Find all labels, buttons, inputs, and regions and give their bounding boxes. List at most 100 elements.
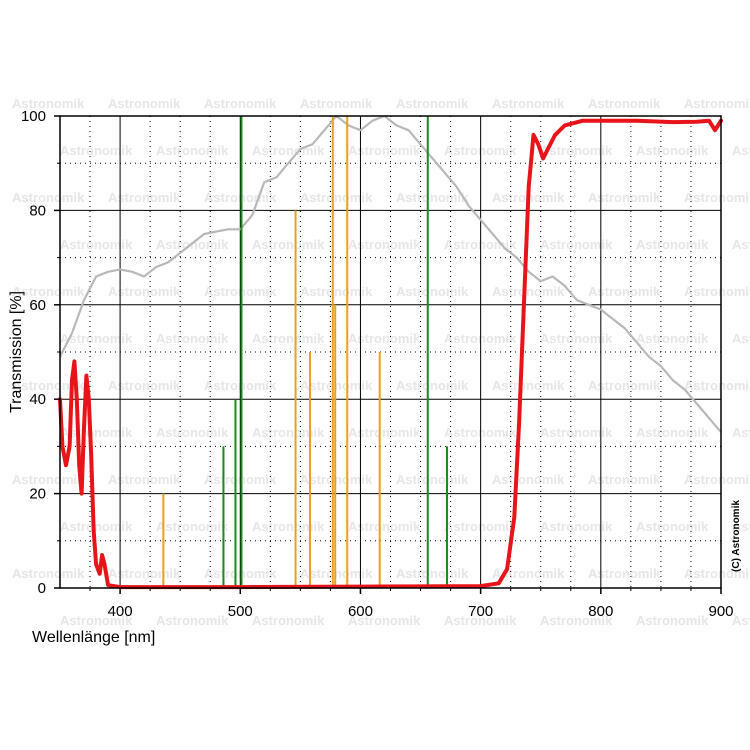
watermark-text-81: Astronomik — [108, 566, 181, 581]
watermark-text-64: Astronomik — [12, 472, 85, 487]
watermark-text-92: Astronomik — [444, 613, 517, 628]
x-tick-label-400: 400 — [108, 603, 133, 620]
watermark-text-31: Astronomik — [732, 237, 750, 252]
watermark-text-13: Astronomik — [540, 143, 613, 158]
watermark-text-59: Astronomik — [348, 425, 421, 440]
watermark-text-16: Astronomik — [12, 190, 85, 205]
watermark-text-61: Astronomik — [540, 425, 613, 440]
watermark-text-39: Astronomik — [684, 284, 750, 299]
watermark-text-83: Astronomik — [300, 566, 373, 581]
watermark-text-63: Astronomik — [732, 425, 750, 440]
watermark-text-58: Astronomik — [252, 425, 325, 440]
watermark-text-90: Astronomik — [252, 613, 325, 628]
filter-transmission-line — [58, 118, 723, 590]
watermark-text-93: Astronomik — [540, 613, 613, 628]
watermark-text-47: Astronomik — [732, 331, 750, 346]
watermark-text-10: Astronomik — [252, 143, 325, 158]
watermark-text-49: Astronomik — [108, 378, 181, 393]
watermark-text-73: Astronomik — [156, 519, 229, 534]
y-tick-label-40: 40 — [29, 391, 46, 408]
watermark-text-95: Astronomik — [732, 613, 750, 628]
x-tick-label-900: 900 — [708, 603, 733, 620]
watermark-text-57: Astronomik — [156, 425, 229, 440]
watermark-text-42: Astronomik — [252, 331, 325, 346]
watermark-text-70: Astronomik — [588, 472, 661, 487]
watermark-text-54: Astronomik — [588, 378, 661, 393]
copyright-label: (C) Astronomik — [731, 500, 742, 572]
watermark-text-30: Astronomik — [636, 237, 709, 252]
watermark-text-32: Astronomik — [12, 284, 85, 299]
major-grid — [60, 116, 721, 588]
watermark-text-26: Astronomik — [252, 237, 325, 252]
watermark-text-80: Astronomik — [12, 566, 85, 581]
watermark-text-77: Astronomik — [540, 519, 613, 534]
watermark-text-0: Astronomik — [12, 96, 85, 111]
watermark-text-89: Astronomik — [156, 613, 229, 628]
sensor-response-series — [59, 114, 722, 433]
watermark-text-69: Astronomik — [492, 472, 565, 487]
watermark-text-75: Astronomik — [348, 519, 421, 534]
watermark-layer: Astronomik Astronomik Astronomik Astronomik… — [12, 96, 750, 628]
watermark-text-9: Astronomik — [156, 143, 229, 158]
watermark-text-15: Astronomik — [732, 143, 750, 158]
watermark-text-20: Astronomik — [396, 190, 469, 205]
x-tick-label-700: 700 — [468, 603, 493, 620]
watermark-text-62: Astronomik — [636, 425, 709, 440]
watermark-text-19: Astronomik — [300, 190, 373, 205]
watermark-text-37: Astronomik — [492, 284, 565, 299]
y-tick-label-100: 100 — [21, 108, 46, 125]
watermark-text-1: Astronomik — [108, 96, 181, 111]
sensor-response-line — [59, 114, 722, 433]
watermark-text-72: Astronomik — [60, 519, 133, 534]
watermark-text-91: Astronomik — [348, 613, 421, 628]
watermark-text-79: Astronomik — [732, 519, 750, 534]
x-tick-label-600: 600 — [348, 603, 373, 620]
watermark-text-65: Astronomik — [108, 472, 181, 487]
watermark-text-94: Astronomik — [636, 613, 709, 628]
watermark-text-6: Astronomik — [588, 96, 661, 111]
axis-ticks: 400 500 600 700 800 900 0 20 40 60 80 100 — [21, 108, 734, 620]
filter-transmission-series — [58, 118, 723, 590]
watermark-text-23: Astronomik — [684, 190, 750, 205]
y-tick-label-20: 20 — [29, 486, 46, 503]
watermark-text-74: Astronomik — [252, 519, 325, 534]
watermark-text-48: Astronomik — [12, 378, 85, 393]
watermark-text-45: Astronomik — [540, 331, 613, 346]
watermark-text-36: Astronomik — [396, 284, 469, 299]
watermark-text-24: Astronomik — [60, 237, 133, 252]
watermark-text-29: Astronomik — [540, 237, 613, 252]
watermark-text-51: Astronomik — [300, 378, 373, 393]
watermark-text-87: Astronomik — [684, 566, 750, 581]
watermark-text-14: Astronomik — [636, 143, 709, 158]
watermark-text-4: Astronomik — [396, 96, 469, 111]
watermark-text-78: Astronomik — [636, 519, 709, 534]
y-axis-title: Transmission [%] — [8, 291, 25, 413]
watermark-text-38: Astronomik — [588, 284, 661, 299]
watermark-text-52: Astronomik — [396, 378, 469, 393]
watermark-text-27: Astronomik — [348, 237, 421, 252]
watermark-text-11: Astronomik — [348, 143, 421, 158]
watermark-text-22: Astronomik — [588, 190, 661, 205]
y-tick-label-80: 80 — [29, 202, 46, 219]
watermark-text-40: Astronomik — [60, 331, 133, 346]
watermark-text-7: Astronomik — [684, 96, 750, 111]
emission-lines — [162, 116, 448, 588]
watermark-text-53: Astronomik — [492, 378, 565, 393]
watermark-text-88: Astronomik — [60, 613, 133, 628]
watermark-text-3: Astronomik — [300, 96, 373, 111]
watermark-text-5: Astronomik — [492, 96, 565, 111]
watermark-text-35: Astronomik — [300, 284, 373, 299]
watermark-text-41: Astronomik — [156, 331, 229, 346]
watermark-text-8: Astronomik — [60, 143, 133, 158]
watermark-text-2: Astronomik — [204, 96, 277, 111]
watermark-text-17: Astronomik — [108, 190, 181, 205]
y-tick-label-60: 60 — [29, 297, 46, 314]
watermark-text-84: Astronomik — [396, 566, 469, 581]
watermark-text-71: Astronomik — [684, 472, 750, 487]
watermark-text-43: Astronomik — [348, 331, 421, 346]
x-axis-title: Wellenlänge [nm] — [32, 629, 155, 646]
watermark-text-55: Astronomik — [684, 378, 750, 393]
watermark-text-46: Astronomik — [636, 331, 709, 346]
